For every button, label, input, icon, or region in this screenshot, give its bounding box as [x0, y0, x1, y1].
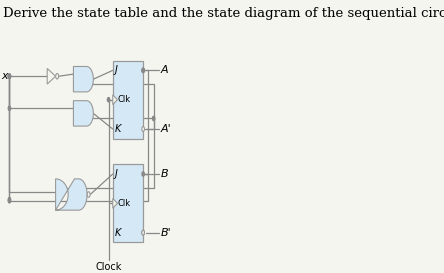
Polygon shape — [113, 95, 118, 105]
Text: B': B' — [160, 228, 171, 238]
Text: B: B — [160, 169, 168, 179]
Circle shape — [107, 97, 110, 102]
Text: Clk: Clk — [118, 95, 131, 104]
Circle shape — [142, 230, 144, 235]
Circle shape — [142, 127, 144, 132]
Circle shape — [8, 106, 11, 111]
Circle shape — [8, 74, 11, 78]
Polygon shape — [73, 101, 93, 126]
Circle shape — [142, 68, 144, 73]
Bar — [113, 61, 143, 139]
Circle shape — [152, 116, 155, 121]
Circle shape — [142, 172, 144, 176]
Text: x: x — [1, 71, 8, 81]
Circle shape — [8, 199, 11, 203]
Circle shape — [8, 74, 11, 78]
Bar — [113, 164, 143, 242]
Text: Clock: Clock — [96, 262, 122, 272]
Polygon shape — [113, 198, 118, 208]
Circle shape — [8, 74, 11, 78]
Text: K: K — [115, 228, 121, 238]
Polygon shape — [73, 66, 93, 92]
Text: Derive the state table and the state diagram of the sequential circuit shown in : Derive the state table and the state dia… — [3, 7, 444, 20]
Text: A: A — [160, 65, 168, 75]
Circle shape — [8, 197, 11, 202]
Text: K: K — [115, 124, 121, 134]
Text: Clk: Clk — [118, 199, 131, 208]
Circle shape — [56, 73, 59, 79]
Circle shape — [87, 192, 90, 197]
Text: J: J — [115, 169, 118, 179]
Text: J: J — [115, 65, 118, 75]
Text: A': A' — [160, 124, 171, 134]
Circle shape — [142, 230, 144, 235]
Polygon shape — [56, 179, 87, 210]
Polygon shape — [47, 69, 56, 84]
Circle shape — [142, 68, 144, 73]
